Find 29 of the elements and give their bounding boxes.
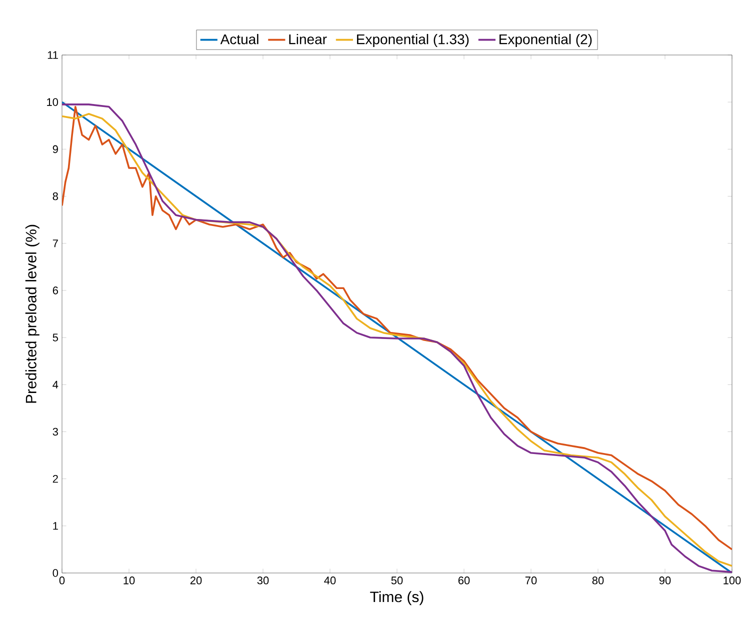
x-tick-label: 10 [124, 576, 135, 584]
y-tick-label: 5 [52, 334, 58, 342]
x-tick-label: 0 [59, 576, 65, 584]
x-axis-title: Time (s) [370, 591, 424, 606]
legend-label: Linear [289, 34, 327, 44]
x-tick-label: 20 [190, 576, 202, 584]
x-tick-label: 50 [391, 576, 403, 584]
y-tick-label: 9 [52, 145, 58, 154]
x-tick-label: 40 [324, 576, 336, 584]
y-tick-label: 1 [53, 522, 58, 530]
x-tick-label: 30 [257, 576, 269, 584]
y-tick-label: 0 [52, 569, 58, 577]
x-tick-label: 100 [724, 576, 741, 584]
y-tick-label: 4 [52, 380, 58, 388]
y-tick-label: 7 [52, 240, 58, 248]
y-tick-label: 6 [52, 286, 58, 294]
legend-label: Actual [220, 34, 258, 44]
legend-label: Exponential (2) [500, 34, 592, 48]
x-tick-label: 90 [659, 576, 671, 584]
legend-label: Exponential (1.33) [357, 34, 469, 48]
y-tick-label: 11 [48, 51, 58, 59]
x-tick-label: 80 [592, 576, 604, 584]
y-tick-label: 8 [52, 192, 58, 200]
x-tick-label: 60 [458, 576, 470, 584]
y-axis-title: Predicted preload level (%) [25, 224, 40, 403]
x-tick-label: 70 [525, 576, 537, 584]
y-tick-label: 2 [52, 474, 58, 483]
y-tick-label: 3 [52, 428, 58, 436]
y-tick-label: 10 [47, 98, 58, 106]
